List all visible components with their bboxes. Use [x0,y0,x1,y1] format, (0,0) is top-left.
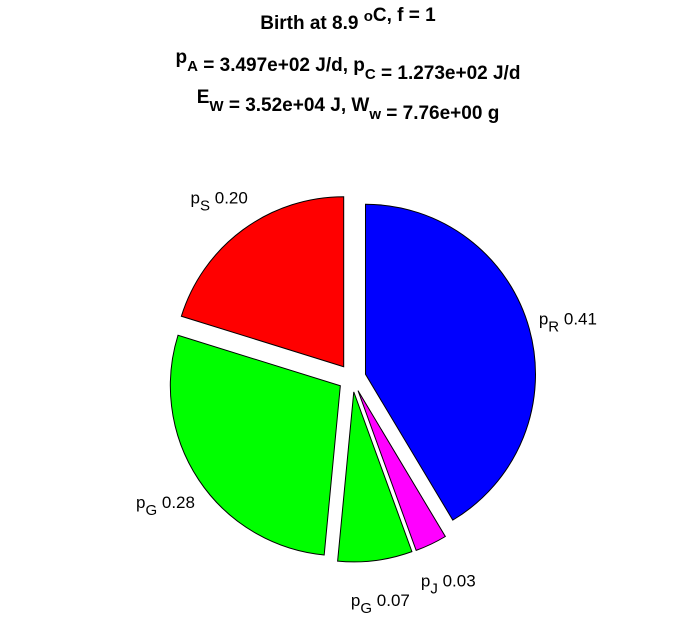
pie-slice-pr-1 [364,203,536,521]
slice-label-5: pS 0.20 [191,189,248,215]
title-line-3: EW = 3.52e+04 J, Ww = 7.76e+00 g [197,87,500,124]
slice-label-1: pR 0.41 [539,309,597,335]
pie-slice-ps-5 [180,196,345,368]
title-line-1: Birth at 8.9 oC, f = 1 [260,5,436,34]
pie-slice-pg-3 [337,391,413,563]
slice-label-3: pG 0.07 [351,591,410,617]
title-line-2: pA = 3.497e+02 J/d, pC = 1.273e+02 J/d [176,47,521,84]
chart-title: Birth at 8.9 oC, f = 1 pA = 3.497e+02 J/d… [176,5,521,124]
slice-label-2: pJ 0.03 [421,571,476,597]
slice-labels: pR 0.41 pJ 0.03 pG 0.07 pG 0.28 pS 0.20 [136,189,597,618]
pie-slice-pj-2 [357,390,447,552]
pie-slices [169,196,536,563]
pie-slice-pg-4 [169,334,341,556]
slice-label-4: pG 0.28 [136,493,195,519]
